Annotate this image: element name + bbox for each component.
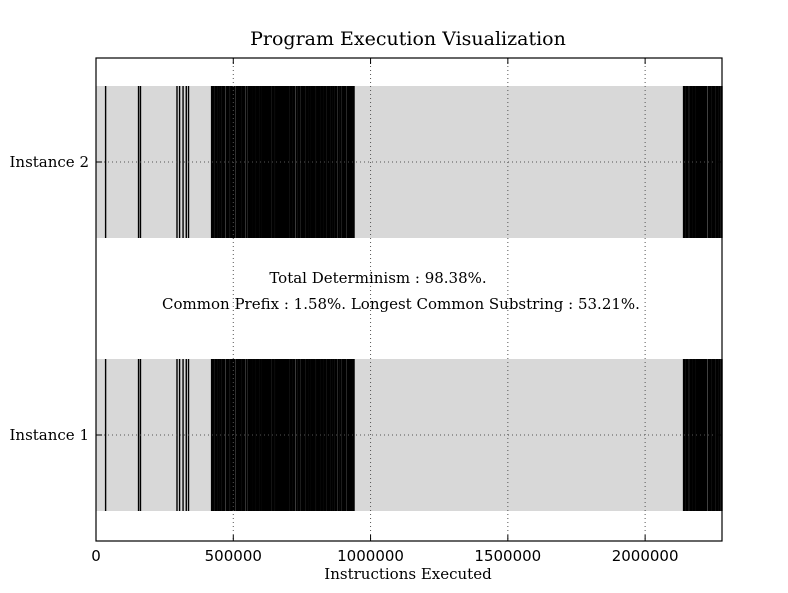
plot-frame	[95, 57, 723, 542]
y-tick-label: Instance 1	[9, 426, 89, 444]
chart-title: Program Execution Visualization	[250, 28, 566, 50]
ticks-layer: 0 500000 1000000 1500000 2000000 Instance 1 In…	[9, 58, 722, 565]
x-axis-label: Instructions Executed	[324, 565, 492, 583]
x-tick-label: 2000000	[612, 547, 679, 565]
x-tick-label: 500000	[205, 547, 262, 565]
determinism-annotation: Total Determinism : 98.38%.	[269, 269, 486, 287]
prefix-substring-annotation: Common Prefix : 1.58%. Longest Common Su…	[162, 295, 640, 313]
x-tick-label: 0	[91, 547, 101, 565]
x-tick-label: 1000000	[337, 547, 404, 565]
x-tick-label: 1500000	[474, 547, 541, 565]
grid-layer	[96, 58, 722, 541]
y-tick-label: Instance 2	[9, 153, 89, 171]
event-lines-layer	[104, 86, 723, 511]
